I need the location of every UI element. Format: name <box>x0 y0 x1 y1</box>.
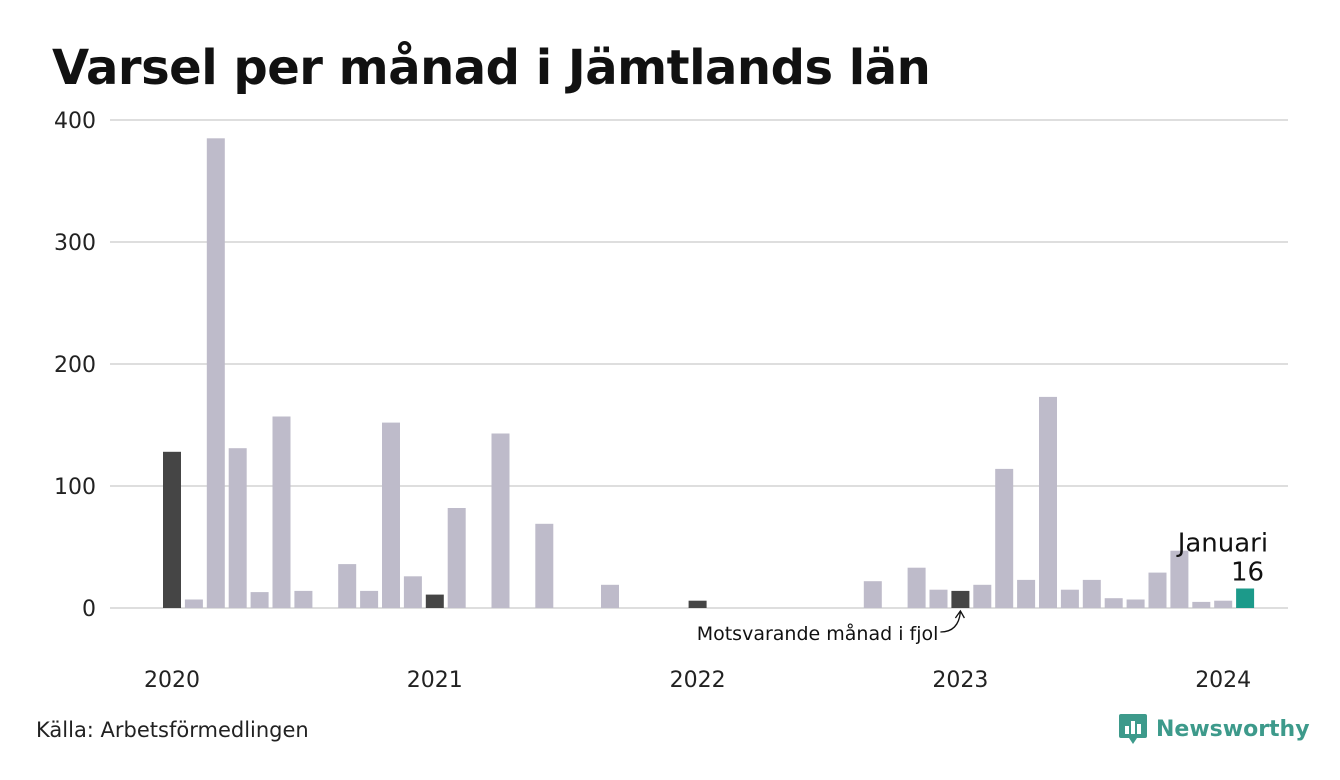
bar-chart: 0 100 200 300 400 2020 2021 2022 2023 2024 Motsv… <box>54 109 1288 693</box>
chart-title: Varsel per månad i Jämtlands län <box>52 40 931 96</box>
bar-same-month <box>163 451 181 608</box>
x-tick-label: 2024 <box>1195 668 1251 693</box>
y-tick-label: 400 <box>54 109 96 134</box>
x-tick-label: 2022 <box>670 668 726 693</box>
bar-same-month <box>688 600 707 608</box>
bar <box>491 433 510 608</box>
bar-same-month <box>425 594 444 608</box>
bar <box>1170 550 1189 608</box>
x-tick-label: 2020 <box>144 668 200 693</box>
bar <box>250 592 269 608</box>
x-tick-label: 2021 <box>407 668 463 693</box>
annotations: Motsvarande månad i fjol Januari 16 <box>697 528 1268 645</box>
annotation-arrowhead <box>954 609 965 619</box>
bar <box>294 590 313 608</box>
bar <box>1148 572 1167 608</box>
y-tick-label: 0 <box>82 597 96 622</box>
y-axis-ticks: 0 100 200 300 400 <box>54 109 96 622</box>
bar <box>360 590 379 608</box>
y-tick-label: 300 <box>54 231 96 256</box>
x-tick-label: 2023 <box>932 668 988 693</box>
bar <box>929 589 948 608</box>
source-note: Källa: Arbetsförmedlingen <box>36 718 309 742</box>
bar <box>1017 579 1036 608</box>
bar <box>184 599 203 608</box>
bar <box>1126 599 1145 608</box>
bar <box>206 138 225 609</box>
annotation-arrow <box>940 611 962 633</box>
bar <box>1039 396 1057 608</box>
bar <box>382 422 400 608</box>
bar <box>863 581 882 608</box>
bar <box>1082 579 1101 608</box>
bar <box>907 567 926 608</box>
bar <box>973 584 992 608</box>
bar <box>228 448 247 608</box>
annotation-same-month-last-year: Motsvarande månad i fjol <box>697 622 939 645</box>
highlight-value-label: 16 <box>1231 557 1264 587</box>
bar <box>1214 600 1233 608</box>
bar <box>1060 589 1079 608</box>
bar <box>1192 601 1211 608</box>
y-tick-label: 100 <box>54 475 96 500</box>
bar <box>403 576 422 608</box>
bars <box>163 138 1255 609</box>
highlight-month-label: Januari <box>1176 528 1268 558</box>
bar <box>1104 598 1123 608</box>
chart-bubble-icon <box>1119 714 1147 744</box>
bar-same-month <box>951 590 970 608</box>
bar <box>447 508 466 608</box>
bar <box>995 468 1014 608</box>
y-tick-label: 200 <box>54 353 96 378</box>
x-axis-ticks: 2020 2021 2022 2023 2024 <box>144 668 1251 693</box>
bar <box>338 564 357 608</box>
brand-logo: Newsworthy <box>1118 712 1310 746</box>
bar <box>535 523 554 608</box>
brand-name: Newsworthy <box>1156 716 1310 742</box>
bar-current-month <box>1236 588 1255 608</box>
bar <box>601 584 619 608</box>
bar <box>272 416 291 608</box>
